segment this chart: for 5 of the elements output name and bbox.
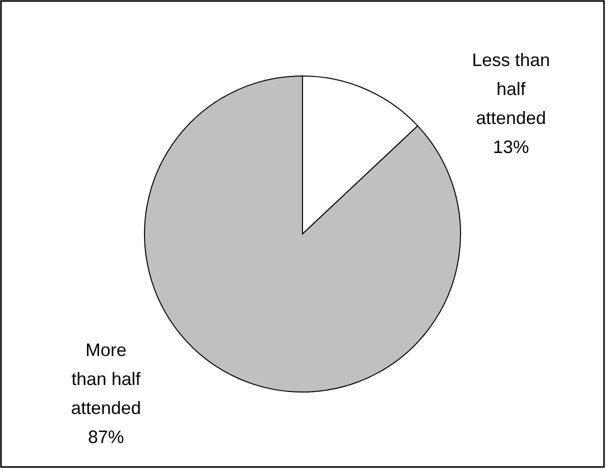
pie-slice: [144, 76, 461, 392]
data-label: 87%: [88, 427, 124, 447]
slice-label: Less than half attended: [472, 50, 550, 128]
slice-label: More than half attended: [70, 340, 142, 418]
data-label: 13%: [492, 137, 530, 157]
